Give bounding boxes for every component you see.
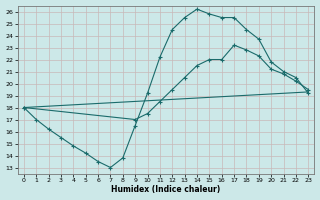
X-axis label: Humidex (Indice chaleur): Humidex (Indice chaleur): [111, 185, 221, 194]
